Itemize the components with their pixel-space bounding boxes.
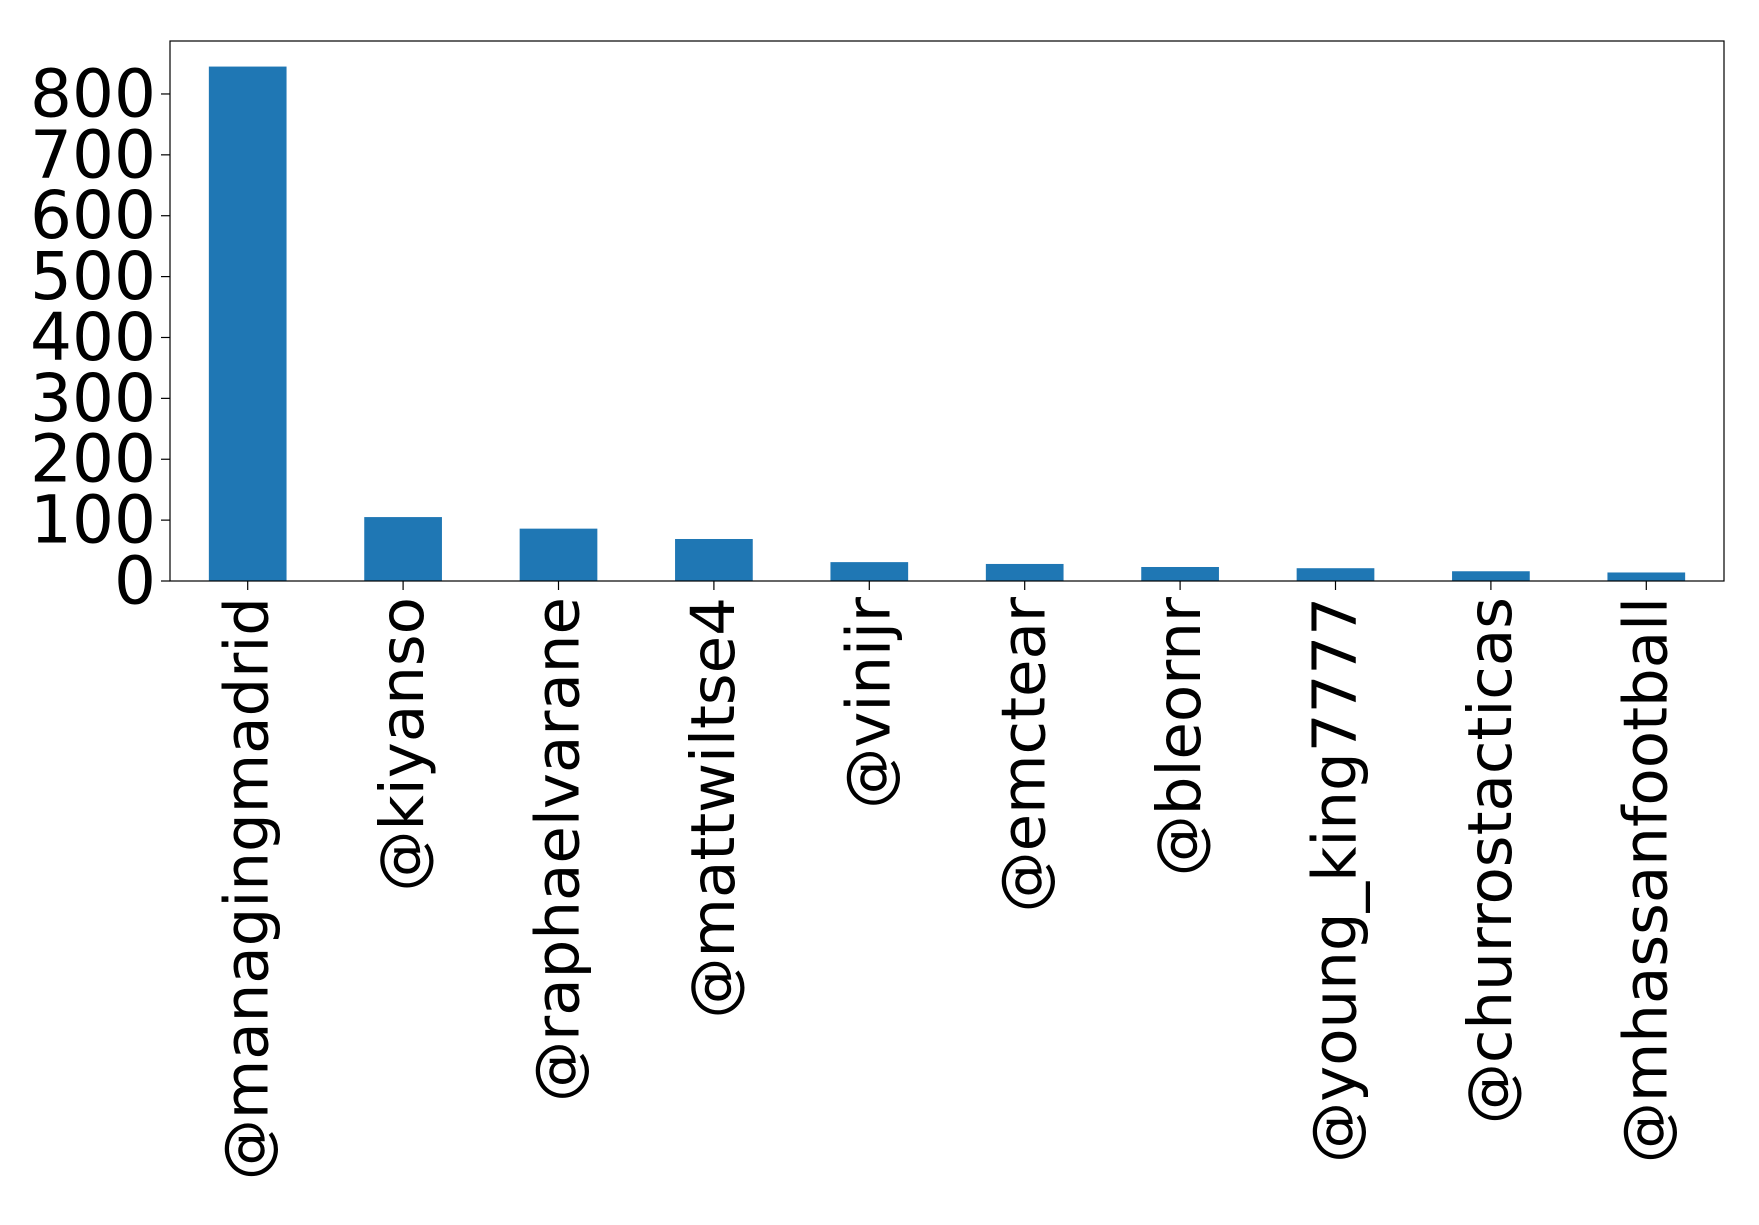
x-tick-label: @raphaelvarane — [523, 597, 594, 1102]
bar-vinijr — [830, 562, 909, 581]
bar-mhassanfootball — [1607, 572, 1686, 581]
x-tick-label: @kiyanso — [367, 597, 438, 892]
x-tick-label: @young_king7777 — [1300, 597, 1371, 1163]
x-tick-label: @emctear — [989, 596, 1060, 912]
y-tick-label: 300 — [30, 360, 156, 437]
bar-mattwiltse4 — [675, 538, 753, 581]
x-tick-label: @mhassanfootball — [1610, 597, 1681, 1163]
plot-frame — [169, 40, 1725, 582]
x-tick-label: @bleornr — [1144, 596, 1215, 876]
x-tick-label: @churrostacticas — [1455, 597, 1526, 1124]
bar-kiyanso — [364, 517, 442, 581]
y-tick-label: 500 — [30, 238, 156, 315]
y-tick-label: 600 — [30, 177, 156, 254]
bar-emctear — [985, 563, 1064, 581]
y-tick-label: 0 — [114, 543, 156, 620]
x-tick-label: @managingmadrid — [212, 597, 283, 1180]
bars-group — [208, 66, 1686, 581]
y-tick-label: 200 — [30, 421, 156, 498]
y-tick-label: 700 — [30, 116, 156, 193]
x-axis: @managingmadrid @kiyanso @raphaelvarane @ma… — [212, 581, 1681, 1180]
y-tick-label: 400 — [30, 299, 156, 376]
bar-raphaelvarane — [519, 528, 598, 581]
x-tick-label: @mattwiltse4 — [678, 597, 749, 1018]
y-tick-label: 800 — [30, 55, 156, 132]
bar-churrostacticas — [1452, 571, 1530, 581]
bar-young_king7777 — [1296, 568, 1375, 581]
y-tick-label: 100 — [30, 482, 156, 559]
bar-managingmadrid — [208, 66, 287, 581]
bar-bleornr — [1141, 566, 1219, 581]
x-tick-label: @vinijr — [833, 596, 904, 809]
